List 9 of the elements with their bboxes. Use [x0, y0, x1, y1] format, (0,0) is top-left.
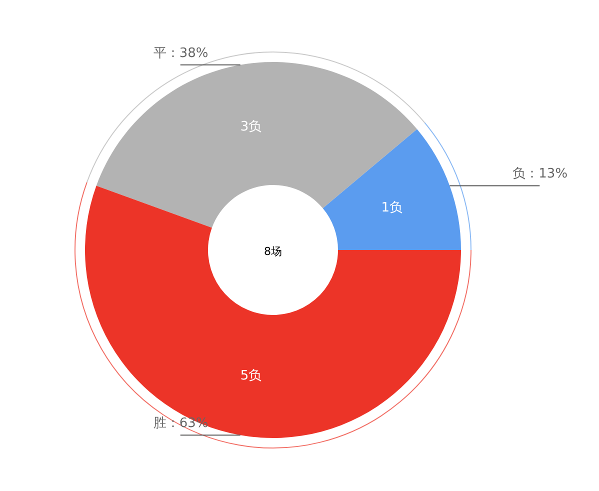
slice-label: 负	[512, 166, 526, 182]
text: ：13%	[526, 166, 568, 182]
text: ：38%	[166, 46, 208, 61]
text: 8场	[264, 245, 282, 258]
data-label: 3负	[240, 119, 262, 134]
data-label: 5负	[240, 368, 262, 384]
slice-label: 平	[153, 46, 166, 61]
data-label: 1负	[381, 200, 403, 216]
slice-label: 胜	[153, 416, 166, 432]
